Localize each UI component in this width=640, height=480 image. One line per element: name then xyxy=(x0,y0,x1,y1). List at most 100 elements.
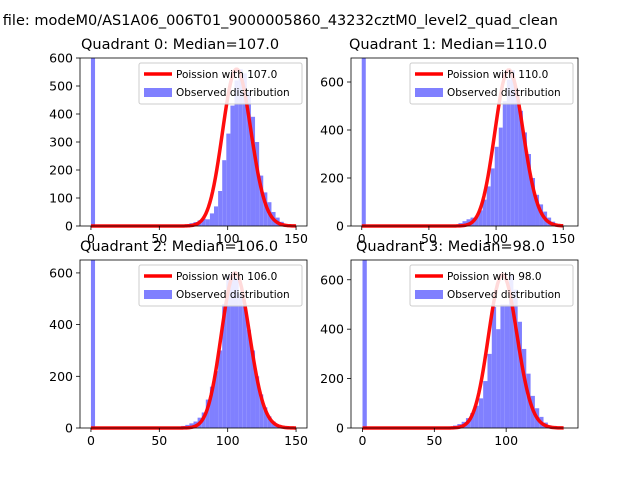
histogram-bar xyxy=(242,73,247,227)
histogram-bar xyxy=(205,399,210,428)
histogram-bar xyxy=(496,329,501,428)
histogram-bar xyxy=(226,133,231,226)
histogram-bar xyxy=(218,191,223,226)
quadrant-1-panel: Quadrant 1: Median=110.0 0 50 100 150 0 200 40… xyxy=(320,37,579,246)
histogram-bar xyxy=(238,293,243,428)
legend-entry-observed: Observed distribution xyxy=(176,87,290,99)
y-tick-label: 200 xyxy=(320,371,344,386)
histogram-bar xyxy=(222,303,227,428)
axes-frame xyxy=(350,259,579,429)
quadrant-3-panel: Quadrant 3: Median=98.0 0 50 100 0 200 400 600… xyxy=(320,239,579,448)
histogram-bar xyxy=(518,110,523,226)
histogram-bar xyxy=(462,221,467,226)
y-tick-label: 200 xyxy=(49,163,73,178)
histogram-bar xyxy=(526,154,531,226)
histogram-bar xyxy=(362,260,367,428)
histogram-bar xyxy=(478,210,483,226)
histogram-bar xyxy=(218,350,223,428)
histogram-bar xyxy=(250,350,256,428)
histogram-bar xyxy=(230,105,235,226)
panel-title: Quadrant 2: Median=106.0 xyxy=(80,239,278,255)
quadrant-2-panel: Quadrant 2: Median=106.0 0 50 100 150 0 200 40… xyxy=(49,239,308,448)
x-tick-label: 50 xyxy=(151,231,167,246)
legend-box xyxy=(409,62,574,105)
histogram-bar xyxy=(263,192,268,226)
x-tick-label: 150 xyxy=(551,231,575,246)
axes-frame xyxy=(350,57,579,227)
histogram-bar xyxy=(242,306,247,428)
histogram-bar xyxy=(513,289,518,428)
y-tick-label: 500 xyxy=(49,79,73,94)
x-tick-label: 150 xyxy=(284,433,308,448)
y-tick-label: 600 xyxy=(49,265,73,280)
histogram-bar xyxy=(487,353,492,428)
histogram-bar xyxy=(491,306,497,428)
histogram-bar xyxy=(263,407,268,428)
histogram-bar xyxy=(205,219,210,226)
x-tick-label: 100 xyxy=(216,231,240,246)
histogram-bar xyxy=(474,405,479,428)
y-tick-label: 400 xyxy=(320,322,344,337)
y-tick-label: 400 xyxy=(49,317,73,332)
x-tick-label: 0 xyxy=(87,433,95,448)
histogram-bar xyxy=(259,394,264,428)
histogram-bar xyxy=(234,80,239,227)
histogram-bar xyxy=(504,304,510,428)
axes-frame xyxy=(79,259,308,429)
x-tick-label: 50 xyxy=(426,433,442,448)
histogram-bar xyxy=(222,160,227,226)
histogram-bar xyxy=(230,272,235,428)
histogram-bar xyxy=(234,278,239,428)
legend-bar-swatch xyxy=(415,88,443,97)
histogram-bar xyxy=(90,58,96,226)
histogram-bar xyxy=(90,260,96,428)
histogram-bar xyxy=(470,413,475,428)
legend: Poission with 107.0 Observed distribution xyxy=(138,62,303,105)
x-tick-label: 150 xyxy=(284,231,308,246)
y-tick-label: 200 xyxy=(320,171,344,186)
histogram-bar xyxy=(490,168,495,226)
histogram-bar xyxy=(201,218,206,226)
legend-entry-poisson: Poission with 98.0 xyxy=(447,271,542,283)
panel-title: Quadrant 1: Median=110.0 xyxy=(349,37,547,53)
histogram-bar xyxy=(238,69,243,226)
legend-entry-poisson: Poission with 110.0 xyxy=(447,69,548,81)
histogram-bar xyxy=(502,101,507,226)
legend-entry-poisson: Poission with 106.0 xyxy=(176,271,277,283)
histogram-bar xyxy=(517,321,522,428)
histogram-bar xyxy=(486,186,491,226)
y-tick-label: 0 xyxy=(336,219,344,234)
legend: Poission with 98.0 Observed distribution xyxy=(409,264,574,307)
histogram-bar xyxy=(521,348,527,428)
histogram-bar xyxy=(509,274,514,428)
histogram-bar xyxy=(494,146,499,226)
histogram-bar xyxy=(506,79,511,226)
histogram-bar xyxy=(214,371,219,428)
y-tick-label: 400 xyxy=(49,107,73,122)
x-tick-label: 0 xyxy=(87,231,95,246)
legend-entry-observed: Observed distribution xyxy=(447,87,561,99)
histogram-bar xyxy=(530,178,536,226)
x-tick-label: 50 xyxy=(151,433,167,448)
histogram-bar xyxy=(510,70,515,226)
x-tick-label: 0 xyxy=(359,433,367,448)
legend: Poission with 106.0 Observed distribution xyxy=(138,264,303,307)
legend: Poission with 110.0 Observed distribution xyxy=(409,62,574,105)
histogram-bar xyxy=(214,206,219,226)
quadrant-0-panel: Quadrant 0: Median=107.0 0 50 100 150 0 100 20… xyxy=(49,37,308,246)
legend-entry-observed: Observed distribution xyxy=(447,289,561,301)
y-tick-label: 0 xyxy=(65,421,73,436)
histogram-bar xyxy=(522,132,527,226)
legend-bar-swatch xyxy=(144,290,172,299)
y-tick-label: 600 xyxy=(320,75,344,90)
histogram-bar xyxy=(535,194,540,226)
x-tick-label: 100 xyxy=(494,433,518,448)
histogram-bar xyxy=(255,376,260,428)
legend-box xyxy=(138,264,303,307)
legend-entry-poisson: Poission with 107.0 xyxy=(176,69,277,81)
histogram-bar xyxy=(498,127,503,226)
panel-title: Quadrant 0: Median=107.0 xyxy=(81,37,279,53)
panel-title: Quadrant 3: Median=98.0 xyxy=(356,239,545,255)
y-tick-label: 300 xyxy=(49,135,73,150)
